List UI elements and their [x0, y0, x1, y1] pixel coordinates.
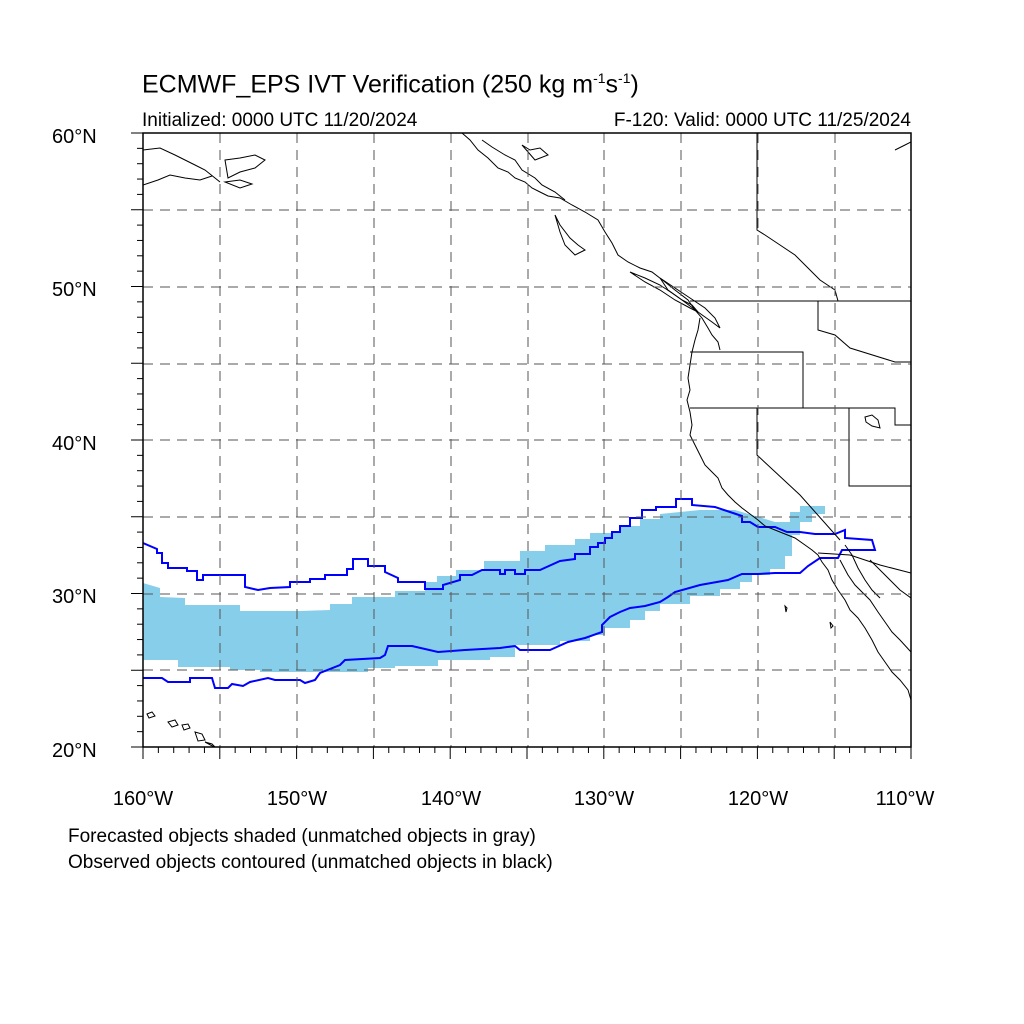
lon-label-120w: 120°W [728, 788, 788, 810]
footnote-forecast: Forecasted objects shaded (unmatched obj… [68, 826, 536, 847]
lon-label-110w: 110°W [876, 788, 935, 810]
forecast-ivt-object [143, 506, 825, 672]
lat-label-30: 30°N [52, 586, 97, 608]
axis-ticks [131, 132, 912, 759]
coastlines [143, 133, 911, 747]
lat-label-50: 50°N [52, 279, 97, 301]
map-title: ECMWF_EPS IVT Verification (250 kg m-1s-… [142, 70, 639, 99]
lat-label-60: 60°N [52, 126, 97, 148]
initialized-time: Initialized: 0000 UTC 11/20/2024 [142, 110, 418, 131]
lat-label-40: 40°N [52, 433, 97, 455]
lon-label-160w: 160°W [113, 788, 173, 810]
observed-ivt-contour [143, 498, 877, 689]
lon-label-150w: 150°W [267, 788, 327, 810]
valid-time: F-120: Valid: 0000 UTC 11/25/2024 [613, 110, 911, 131]
grid-lines [143, 133, 911, 747]
lon-label-140w: 140°W [421, 788, 481, 810]
lat-label-20: 20°N [52, 740, 97, 762]
footnote-observed: Observed objects contoured (unmatched ob… [68, 852, 553, 873]
lon-label-130w: 130°W [574, 788, 634, 810]
